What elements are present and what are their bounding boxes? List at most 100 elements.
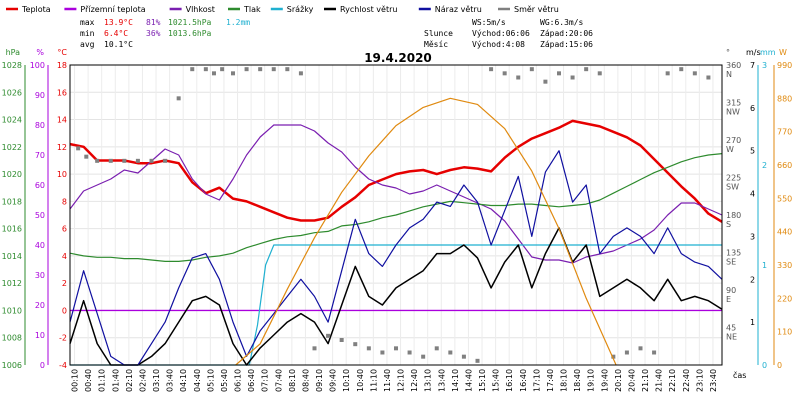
humidity-axis-tick-7: 30 — [35, 271, 45, 280]
solar-tick-1: 880 — [777, 94, 792, 103]
humidity-axis-unit: % — [36, 48, 44, 57]
x-tick-9: 04:40 — [193, 369, 202, 392]
stats-min-press: 1013.6hPa — [168, 29, 212, 38]
wind-dir-point — [624, 350, 629, 355]
rain-unit: mm — [760, 48, 776, 57]
pressure-axis-tick-9: 1010 — [2, 306, 22, 315]
temperature-axis-tick-10: -2 — [59, 334, 67, 343]
pressure-axis-tick-7: 1014 — [2, 252, 22, 261]
wind-speed-tick-4: 3 — [750, 232, 755, 241]
wind-dir-point — [149, 158, 154, 163]
rain-tick-0: 3 — [762, 61, 767, 70]
wind-dir-point — [176, 96, 181, 101]
x-tick-25: 12:40 — [410, 369, 419, 392]
wind-dir-point — [516, 75, 521, 80]
x-tick-11: 05:40 — [220, 369, 229, 392]
legend-label-srazky: Srážky — [287, 5, 314, 14]
wind-gust-info: WG:6.3m/s — [540, 18, 584, 27]
x-tick-30: 15:10 — [478, 369, 487, 392]
wind-dir-point — [394, 346, 398, 351]
stats-max-hum: 81% — [146, 18, 161, 27]
x-tick-1: 00:40 — [84, 369, 93, 392]
legend-label-teplota: Teplota — [21, 5, 51, 14]
wind-dir-point — [76, 146, 81, 151]
x-tick-13: 06:40 — [247, 369, 256, 392]
x-tick-18: 09:10 — [315, 369, 324, 392]
x-tick-12: 06:10 — [234, 369, 243, 392]
solar-tick-3: 660 — [777, 161, 792, 170]
stats-max-temp: 13.9°C — [104, 18, 133, 27]
wind-speed-tick-3: 4 — [750, 190, 755, 199]
pressure-axis-tick-5: 1018 — [2, 197, 22, 206]
wind-dir-label-6: E — [726, 295, 731, 304]
stats-max-press: 1021.5hPa — [168, 18, 212, 27]
wind-dir-point — [448, 350, 453, 355]
wind-dir-point — [652, 350, 657, 355]
legend-label-naraz: Náraz větru — [435, 5, 482, 14]
temperature-axis-tick-6: 6 — [62, 225, 67, 234]
wind-dir-point — [434, 346, 439, 351]
x-tick-45: 22:40 — [682, 369, 691, 392]
x-tick-3: 01:40 — [111, 369, 120, 392]
stats-min-temp: 6.4°C — [104, 29, 128, 38]
wind-dir-tick-1: 315 — [726, 99, 741, 108]
solar-unit: W — [779, 48, 787, 57]
x-tick-5: 02:40 — [138, 369, 147, 392]
x-tick-31: 15:40 — [492, 369, 501, 392]
x-tick-36: 18:10 — [560, 369, 569, 392]
humidity-axis-tick-1: 90 — [35, 91, 45, 100]
wind-dir-point — [271, 67, 276, 72]
x-tick-29: 14:40 — [464, 369, 473, 392]
x-tick-2: 01:10 — [98, 369, 107, 392]
wind-dir-point — [244, 67, 249, 72]
wind-dir-point — [258, 67, 263, 72]
x-tick-46: 23:10 — [695, 369, 704, 392]
wind-dir-point — [461, 354, 466, 359]
wind-dir-point — [706, 75, 711, 80]
temperature-axis-tick-5: 8 — [62, 197, 67, 206]
x-tick-47: 23:40 — [709, 369, 718, 392]
wind-dir-unit: ° — [726, 48, 730, 57]
x-axis-label: čas — [733, 370, 746, 380]
wind-dir-label-1: NW — [726, 108, 740, 117]
humidity-axis-tick-3: 70 — [35, 151, 45, 160]
x-tick-14: 07:10 — [261, 369, 270, 392]
pressure-axis-tick-10: 1008 — [2, 334, 22, 343]
series-slunce — [235, 97, 617, 366]
wind-speed-tick-6: 1 — [750, 318, 755, 327]
wind-dir-point — [584, 67, 589, 72]
wind-dir-point — [84, 154, 89, 159]
wind-dir-point — [108, 158, 113, 163]
x-tick-17: 08:40 — [301, 369, 310, 392]
x-tick-16: 08:10 — [288, 369, 297, 392]
temperature-axis-unit: °C — [57, 48, 67, 57]
x-tick-10: 05:10 — [206, 369, 215, 392]
x-tick-7: 03:40 — [166, 369, 175, 392]
stats-panel: max 13.9°C 81% 1021.5hPa 1.2mm min 6.4°C… — [80, 18, 250, 49]
plot-area — [69, 67, 723, 366]
x-tick-35: 17:40 — [546, 369, 555, 392]
temperature-axis-tick-0: 18 — [57, 61, 67, 70]
x-tick-39: 19:40 — [600, 369, 609, 392]
wind-dir-point — [211, 71, 216, 76]
wind-dir-point — [231, 71, 235, 76]
x-tick-15: 07:40 — [274, 369, 283, 392]
axes: 1028102610241022102010181016101410121010… — [2, 48, 793, 392]
stats-min-label: min — [80, 29, 95, 38]
wind-dir-label-2: W — [726, 145, 734, 154]
x-tick-38: 19:10 — [587, 369, 596, 392]
solar-tick-8: 110 — [777, 328, 792, 337]
temperature-axis-tick-3: 12 — [57, 143, 67, 152]
pressure-axis-tick-4: 1020 — [2, 170, 22, 179]
stats-max-label: max — [80, 18, 95, 27]
wind-dir-tick-0: 360 — [726, 61, 741, 70]
temperature-axis-tick-11: -4 — [59, 361, 67, 370]
x-tick-28: 14:10 — [451, 369, 460, 392]
wind-dir-point — [543, 79, 548, 84]
series-rychlost — [69, 227, 723, 366]
x-tick-4: 02:10 — [125, 369, 134, 392]
rain-tick-1: 2 — [762, 161, 767, 170]
wind-dir-point — [203, 67, 208, 72]
info-panel: WS:5m/s WG:6.3m/s Slunce Východ:06:06 Zá… — [424, 18, 593, 49]
